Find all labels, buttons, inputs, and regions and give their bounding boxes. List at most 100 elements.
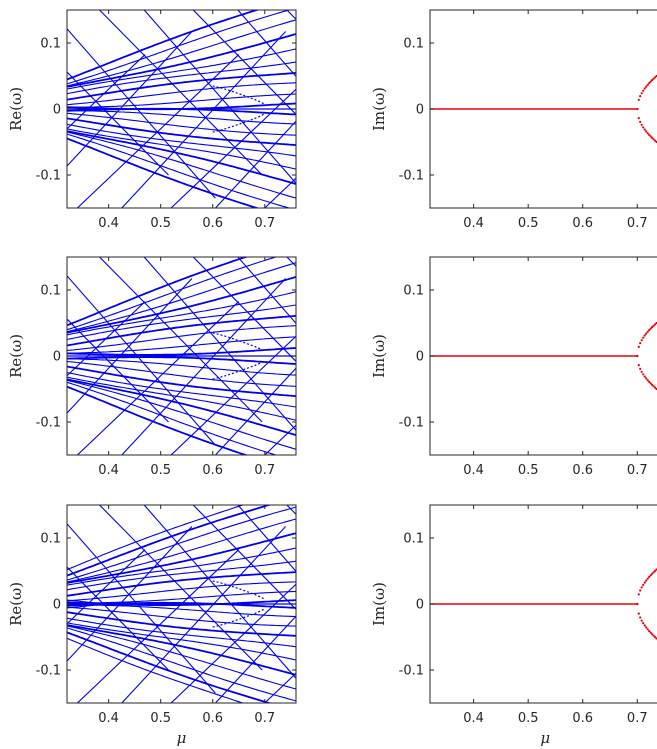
im-point xyxy=(643,581,646,584)
im-point xyxy=(648,329,651,332)
branch-line xyxy=(67,590,296,604)
crossing-line xyxy=(263,424,296,455)
im-point xyxy=(637,98,640,101)
branch-line xyxy=(67,291,296,336)
im-point xyxy=(642,126,645,129)
im-point xyxy=(651,136,654,139)
im-point xyxy=(642,622,645,625)
x-tick-label: 0.4 xyxy=(463,216,484,231)
crossing-line xyxy=(286,505,296,516)
im-point xyxy=(654,569,657,573)
collision-arc xyxy=(212,332,266,353)
im-point xyxy=(648,575,651,579)
crossing-line xyxy=(214,120,296,208)
crossing-line xyxy=(338,550,520,723)
collision-arc xyxy=(212,112,266,133)
im-point xyxy=(648,630,651,633)
im-point xyxy=(654,636,657,639)
branch-line xyxy=(67,10,260,81)
crossing-line xyxy=(143,257,296,432)
im-point xyxy=(639,120,642,123)
branch-line xyxy=(67,360,296,387)
im-point xyxy=(639,616,642,619)
im-point xyxy=(652,324,655,327)
im-point xyxy=(636,602,639,606)
y-axis-label: Re(ω) xyxy=(7,582,25,626)
y-tick-label: 0.1 xyxy=(403,37,424,52)
im-point xyxy=(640,123,643,126)
x-tick-label: 0.7 xyxy=(254,463,275,478)
y-axis-label: Re(ω) xyxy=(7,334,25,378)
x-tick-label: 0.5 xyxy=(518,463,539,478)
subplot-3: 0.4 0.5 0.6 0.7 0.1 0 -0.1 Re(ω) xyxy=(7,256,297,478)
branch-line xyxy=(67,347,296,356)
branch-line xyxy=(67,617,296,648)
im-point xyxy=(649,135,652,138)
branch-line xyxy=(67,128,296,170)
crossing-line xyxy=(263,672,296,703)
y-tick-label: 0 xyxy=(416,350,424,365)
branch-line xyxy=(67,505,273,577)
im-point xyxy=(646,577,649,580)
y-tick-label: -0.1 xyxy=(399,664,424,679)
crossing-line xyxy=(67,549,146,625)
im-point xyxy=(637,345,640,348)
branch-line xyxy=(67,356,296,365)
im-point xyxy=(642,583,645,587)
crossing-line xyxy=(67,27,216,199)
x-tick-label: 0.6 xyxy=(572,711,593,726)
plot-area xyxy=(430,321,657,391)
crossing-line xyxy=(121,526,286,703)
x-tick-label: 0.4 xyxy=(463,711,484,726)
subplot-1: 0.4 0.5 0.6 0.7 0.1 0 -0.1 Re(ω) xyxy=(7,9,297,231)
im-point xyxy=(645,377,648,380)
y-tick-label: 0.1 xyxy=(40,532,61,547)
crossing-line xyxy=(98,10,263,176)
y-tick-label: 0.1 xyxy=(40,284,61,299)
im-point xyxy=(651,326,654,329)
crossing-line xyxy=(170,335,296,455)
x-tick-label: 0.6 xyxy=(572,216,593,231)
im-point xyxy=(639,95,642,98)
im-point xyxy=(654,76,657,79)
branch-line xyxy=(67,33,296,88)
y-tick-label: 0.1 xyxy=(403,284,424,299)
im-point xyxy=(637,364,640,367)
im-point xyxy=(640,370,643,373)
branch-line xyxy=(67,378,296,436)
collision-arc xyxy=(212,359,266,380)
im-point xyxy=(646,379,649,382)
im-point xyxy=(640,619,643,622)
im-point xyxy=(640,92,643,95)
subplot-4: 0.4 0.5 0.6 0.7 0.1 0 -0.1 Im(ω) xyxy=(370,256,657,478)
im-point xyxy=(643,87,646,90)
y-tick-label: 0 xyxy=(416,598,424,613)
collision-arc xyxy=(212,85,266,106)
im-point xyxy=(640,586,643,589)
im-point xyxy=(652,138,655,141)
im-point xyxy=(652,634,655,637)
x-tick-label: 0.4 xyxy=(463,463,484,478)
im-point xyxy=(649,631,652,634)
branch-line xyxy=(67,336,296,354)
crossing-line xyxy=(237,505,296,573)
im-point xyxy=(645,85,648,88)
branch-line xyxy=(67,371,296,408)
x-tick-label: 0.7 xyxy=(254,711,275,726)
low-mu-branch xyxy=(67,603,99,607)
im-point xyxy=(637,593,640,596)
crossing-line xyxy=(98,257,263,423)
branch-line xyxy=(67,365,296,398)
y-axis-label: Re(ω) xyxy=(7,87,25,131)
x-tick-label: 0.6 xyxy=(202,463,223,478)
im-point xyxy=(652,77,655,80)
y-tick-label: 0 xyxy=(416,103,424,118)
branch-line xyxy=(67,631,273,703)
crossing-line xyxy=(143,505,296,680)
crossing-line xyxy=(263,177,296,208)
crossing-line xyxy=(67,566,169,671)
im-point xyxy=(642,89,645,92)
branch-line xyxy=(67,19,296,87)
crossing-line xyxy=(67,522,216,694)
